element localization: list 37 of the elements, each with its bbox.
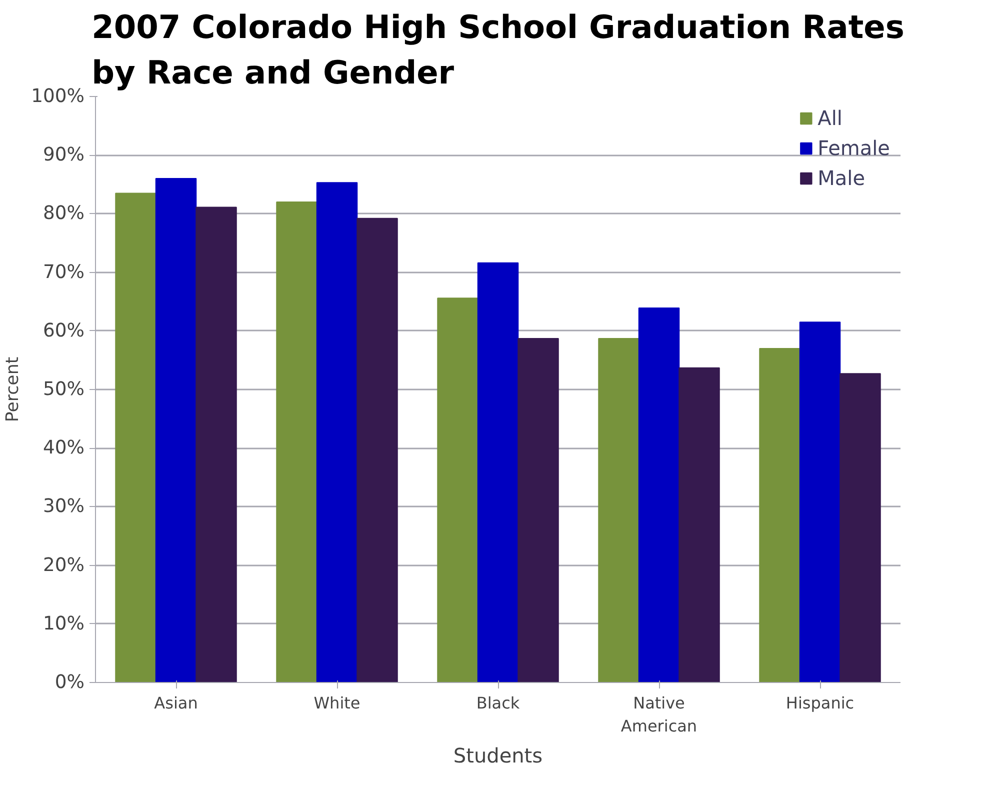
chart-title: 2007 Colorado High School Graduation Rates by Race and Gender <box>92 8 904 92</box>
y-tick-label: 10% <box>43 613 84 634</box>
x-tick-label: White <box>314 694 360 712</box>
bar <box>840 373 881 682</box>
bar <box>678 367 720 682</box>
y-tick-label: 90% <box>43 144 84 166</box>
bar <box>196 206 237 682</box>
bar <box>598 338 640 682</box>
bar <box>638 308 680 682</box>
legend-label: Male <box>818 166 866 190</box>
bar <box>356 218 398 682</box>
y-tick-label: 70% <box>43 262 84 283</box>
bar <box>155 178 197 682</box>
bar <box>799 322 841 682</box>
y-tick-label: 60% <box>43 320 84 342</box>
y-tick-label: 80% <box>43 203 84 224</box>
y-tick-label: 0% <box>54 672 85 693</box>
bar <box>477 262 519 682</box>
y-tick-label: 50% <box>43 379 84 400</box>
x-axis-title: Students <box>453 743 543 768</box>
y-axis-title: Percent <box>3 356 24 422</box>
y-tick-label: 20% <box>43 554 84 576</box>
bar <box>276 201 318 682</box>
x-tick-label: Black <box>476 694 520 712</box>
y-tick-label: 100% <box>31 86 85 107</box>
legend-label: Female <box>818 136 890 160</box>
bar <box>316 182 358 682</box>
y-tick-label: 30% <box>43 496 84 518</box>
x-tick-label: Asian <box>154 694 198 712</box>
x-tick-label: Native American <box>620 694 698 736</box>
y-tick-label: 40% <box>43 438 84 459</box>
bar <box>437 298 478 682</box>
x-tick-label: Hispanic <box>786 694 854 712</box>
bar <box>115 192 156 682</box>
bar <box>518 338 559 682</box>
bar <box>759 348 800 682</box>
legend-label: All <box>818 106 842 130</box>
